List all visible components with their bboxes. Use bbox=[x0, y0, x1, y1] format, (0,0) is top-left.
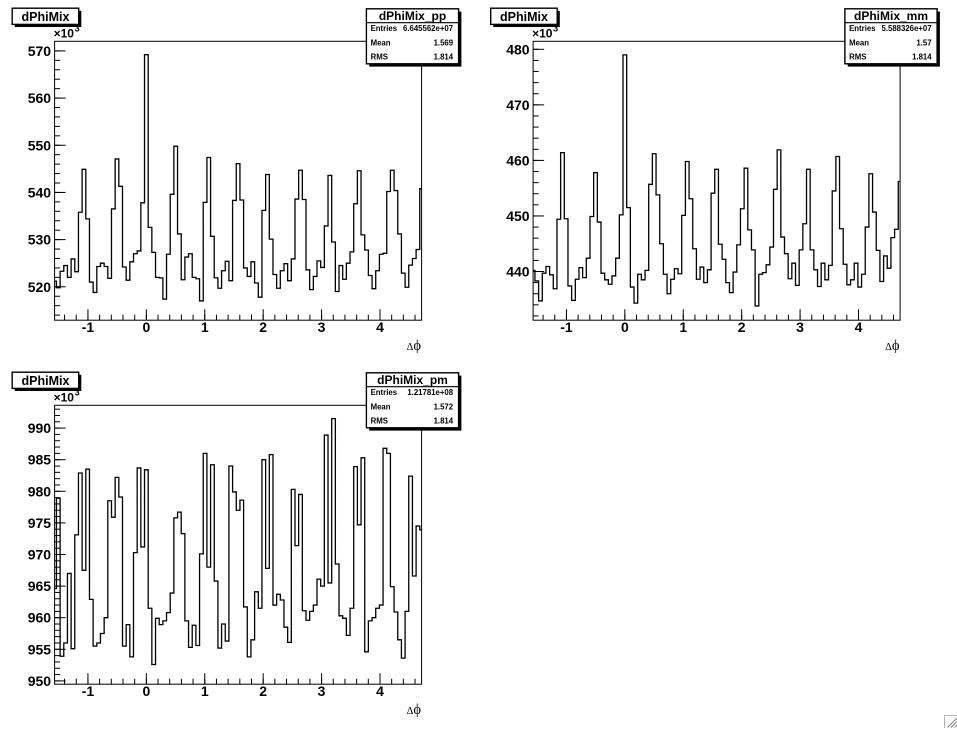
svg-text:-1: -1 bbox=[560, 319, 573, 335]
svg-text:990: 990 bbox=[28, 420, 52, 436]
svg-text:985: 985 bbox=[28, 452, 52, 468]
svg-text:0: 0 bbox=[142, 683, 150, 699]
svg-text:dPhiMix: dPhiMix bbox=[21, 374, 69, 388]
svg-text:×10: ×10 bbox=[54, 27, 75, 41]
svg-text:dPhiMix_pp: dPhiMix_pp bbox=[379, 9, 446, 23]
svg-text:1.21781e+08: 1.21781e+08 bbox=[407, 388, 453, 397]
svg-text:975: 975 bbox=[28, 515, 52, 531]
svg-text:1: 1 bbox=[679, 319, 687, 335]
svg-text:Entries: Entries bbox=[849, 24, 876, 33]
svg-text:480: 480 bbox=[506, 41, 530, 57]
svg-text:Entries: Entries bbox=[371, 24, 398, 33]
svg-text:1.814: 1.814 bbox=[434, 52, 454, 61]
svg-text:3: 3 bbox=[796, 319, 804, 335]
svg-text:Mean: Mean bbox=[371, 402, 391, 411]
svg-text:440: 440 bbox=[506, 264, 530, 280]
svg-text:4: 4 bbox=[376, 319, 384, 335]
svg-text:3: 3 bbox=[318, 319, 326, 335]
svg-text:955: 955 bbox=[28, 641, 52, 657]
svg-text:540: 540 bbox=[28, 184, 52, 200]
svg-text:-1: -1 bbox=[82, 683, 95, 699]
svg-text:×10: ×10 bbox=[532, 27, 553, 41]
svg-text:960: 960 bbox=[28, 610, 52, 626]
svg-text:550: 550 bbox=[28, 137, 52, 153]
svg-text:520: 520 bbox=[28, 279, 52, 295]
svg-text:Entries: Entries bbox=[371, 388, 398, 397]
svg-text:RMS: RMS bbox=[371, 52, 388, 61]
svg-text:1.814: 1.814 bbox=[434, 416, 454, 425]
svg-text:0: 0 bbox=[142, 319, 150, 335]
svg-text:dPhiMix: dPhiMix bbox=[500, 10, 548, 24]
svg-text:2: 2 bbox=[259, 683, 267, 699]
svg-text:Mean: Mean bbox=[371, 38, 391, 47]
svg-text:RMS: RMS bbox=[371, 416, 388, 425]
svg-text:950: 950 bbox=[28, 673, 52, 689]
svg-text:1.572: 1.572 bbox=[434, 402, 454, 411]
svg-text:460: 460 bbox=[506, 152, 530, 168]
svg-text:450: 450 bbox=[506, 208, 530, 224]
svg-text:530: 530 bbox=[28, 232, 52, 248]
svg-text:dPhiMix_pm: dPhiMix_pm bbox=[377, 373, 448, 387]
svg-text:3: 3 bbox=[318, 683, 326, 699]
svg-text:1.569: 1.569 bbox=[434, 38, 454, 47]
svg-text:Mean: Mean bbox=[849, 38, 869, 47]
svg-text:470: 470 bbox=[506, 97, 530, 113]
svg-text:1: 1 bbox=[201, 683, 209, 699]
svg-text:980: 980 bbox=[28, 483, 52, 499]
svg-text:-1: -1 bbox=[82, 319, 95, 335]
svg-text:0: 0 bbox=[621, 319, 629, 335]
svg-text:1: 1 bbox=[201, 319, 209, 335]
svg-text:970: 970 bbox=[28, 547, 52, 563]
svg-text:×10: ×10 bbox=[54, 391, 75, 405]
svg-text:6.645562e+07: 6.645562e+07 bbox=[403, 24, 453, 33]
svg-text:4: 4 bbox=[376, 683, 384, 699]
svg-text:1.814: 1.814 bbox=[912, 52, 932, 61]
svg-text:560: 560 bbox=[28, 90, 52, 106]
svg-text:5.588326e+07: 5.588326e+07 bbox=[882, 24, 932, 33]
svg-text:dPhiMix_mm: dPhiMix_mm bbox=[854, 9, 928, 23]
svg-text:dPhiMix: dPhiMix bbox=[21, 10, 69, 24]
svg-text:1.57: 1.57 bbox=[916, 38, 931, 47]
svg-text:2: 2 bbox=[259, 319, 267, 335]
svg-text:2: 2 bbox=[738, 319, 746, 335]
svg-text:965: 965 bbox=[28, 578, 52, 594]
svg-text:570: 570 bbox=[28, 43, 52, 59]
svg-text:RMS: RMS bbox=[849, 52, 866, 61]
svg-text:4: 4 bbox=[855, 319, 863, 335]
